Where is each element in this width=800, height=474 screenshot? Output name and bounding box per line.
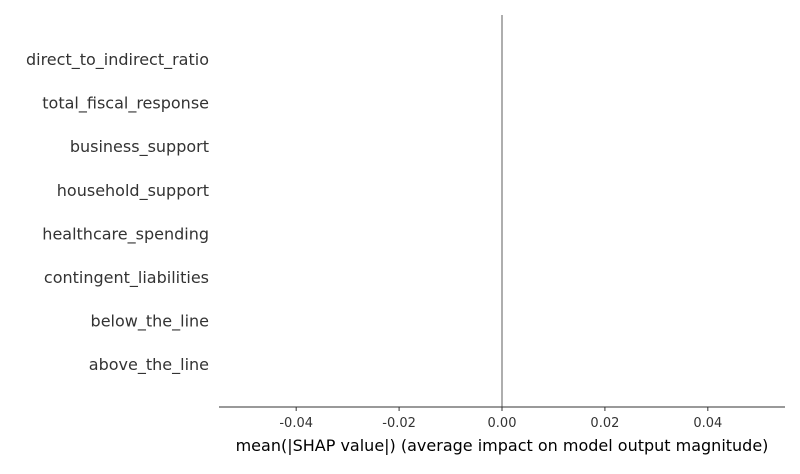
feature-label-business_support: business_support xyxy=(70,137,209,157)
x-tick-label: 0.00 xyxy=(488,416,517,431)
x-axis-title: mean(|SHAP value|) (average impact on mo… xyxy=(236,436,769,455)
feature-label-below_the_line: below_the_line xyxy=(91,312,209,332)
feature-label-above_the_line: above_the_line xyxy=(89,355,209,375)
x-axis: -0.04 -0.02 0.00 0.02 0.04 xyxy=(219,406,785,431)
feature-label-total_fiscal_response: total_fiscal_response xyxy=(42,94,209,114)
feature-label-household_support: household_support xyxy=(57,181,209,201)
feature-labels: direct_to_indirect_ratio total_fiscal_res… xyxy=(26,50,209,375)
x-tick-label: -0.02 xyxy=(382,416,416,431)
feature-label-contingent_liabilities: contingent_liabilities xyxy=(44,268,209,288)
feature-label-direct_to_indirect_ratio: direct_to_indirect_ratio xyxy=(26,50,209,70)
x-tick-label: 0.02 xyxy=(590,416,619,431)
x-tick-label: -0.04 xyxy=(279,416,313,431)
x-tick-label: 0.04 xyxy=(693,416,722,431)
feature-label-healthcare_spending: healthcare_spending xyxy=(42,224,209,244)
